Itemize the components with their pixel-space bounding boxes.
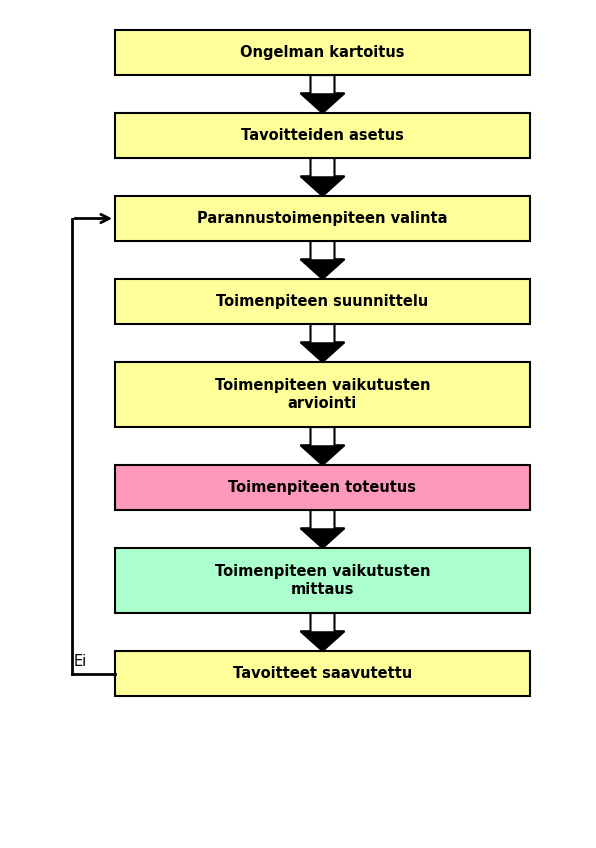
- Polygon shape: [300, 176, 344, 196]
- FancyBboxPatch shape: [115, 30, 530, 75]
- Text: Toimenpiteen toteutus: Toimenpiteen toteutus: [228, 480, 417, 495]
- Text: Toimenpiteen suunnittelu: Toimenpiteen suunnittelu: [216, 294, 429, 309]
- FancyBboxPatch shape: [115, 651, 530, 696]
- Polygon shape: [300, 613, 344, 651]
- FancyBboxPatch shape: [115, 113, 530, 158]
- Text: Tavoitteiden asetus: Tavoitteiden asetus: [241, 128, 404, 143]
- FancyBboxPatch shape: [115, 548, 530, 613]
- Polygon shape: [300, 241, 344, 279]
- Text: Parannustoimenpiteen valinta: Parannustoimenpiteen valinta: [197, 211, 448, 226]
- FancyBboxPatch shape: [115, 362, 530, 427]
- Polygon shape: [300, 510, 344, 548]
- FancyBboxPatch shape: [115, 279, 530, 324]
- Text: Tavoitteet saavutettu: Tavoitteet saavutettu: [233, 666, 412, 681]
- Polygon shape: [300, 528, 344, 548]
- Polygon shape: [300, 343, 344, 362]
- Polygon shape: [300, 445, 344, 465]
- FancyBboxPatch shape: [115, 465, 530, 510]
- Polygon shape: [300, 427, 344, 465]
- Text: Toimenpiteen vaikutusten
arviointi: Toimenpiteen vaikutusten arviointi: [215, 377, 430, 411]
- FancyBboxPatch shape: [115, 196, 530, 241]
- Polygon shape: [300, 259, 344, 279]
- Polygon shape: [300, 158, 344, 196]
- Polygon shape: [300, 93, 344, 113]
- Text: Ongelman kartoitus: Ongelman kartoitus: [240, 45, 405, 60]
- Text: Toimenpiteen vaikutusten
mittaus: Toimenpiteen vaikutusten mittaus: [215, 564, 430, 597]
- Polygon shape: [300, 75, 344, 113]
- Text: Ei: Ei: [74, 655, 87, 670]
- Polygon shape: [300, 324, 344, 362]
- Polygon shape: [300, 631, 344, 651]
